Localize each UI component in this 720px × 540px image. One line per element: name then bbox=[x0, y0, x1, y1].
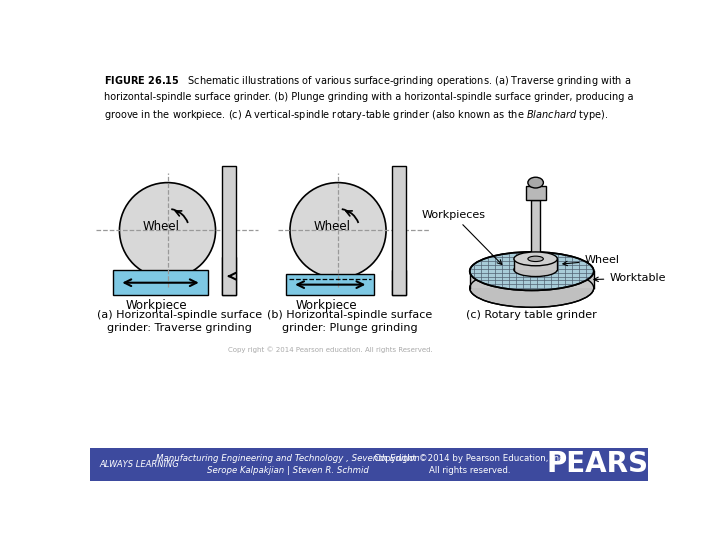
FancyBboxPatch shape bbox=[469, 271, 594, 288]
FancyBboxPatch shape bbox=[514, 259, 557, 269]
Ellipse shape bbox=[514, 252, 557, 266]
Text: Wheel: Wheel bbox=[313, 220, 351, 233]
FancyBboxPatch shape bbox=[526, 186, 546, 200]
FancyBboxPatch shape bbox=[531, 200, 540, 259]
Text: Worktable: Worktable bbox=[594, 273, 666, 283]
FancyBboxPatch shape bbox=[392, 271, 406, 295]
Ellipse shape bbox=[120, 183, 215, 278]
Text: (b) Horizontal-spindle surface
grinder: Plunge grinding: (b) Horizontal-spindle surface grinder: … bbox=[267, 309, 432, 333]
Ellipse shape bbox=[469, 252, 594, 291]
FancyBboxPatch shape bbox=[392, 166, 406, 295]
Ellipse shape bbox=[528, 256, 544, 261]
Ellipse shape bbox=[528, 177, 544, 188]
Text: Copyright ©2014 by Pearson Education, Inc.
All rights reserved.: Copyright ©2014 by Pearson Education, In… bbox=[374, 454, 566, 475]
Text: Manufacturing Engineering and Technology , Seventh Edition
Serope Kalpakjian | S: Manufacturing Engineering and Technology… bbox=[156, 454, 420, 475]
Ellipse shape bbox=[469, 269, 594, 307]
Text: Copy right © 2014 Pearson education. All rights Reserved.: Copy right © 2014 Pearson education. All… bbox=[228, 346, 433, 353]
FancyBboxPatch shape bbox=[222, 257, 235, 295]
Text: Workpiece: Workpiece bbox=[296, 299, 357, 312]
Text: PEARSON: PEARSON bbox=[546, 450, 696, 478]
Text: ALWAYS LEARNING: ALWAYS LEARNING bbox=[99, 460, 179, 469]
Ellipse shape bbox=[290, 183, 386, 278]
Text: Workpieces: Workpieces bbox=[421, 210, 502, 265]
FancyBboxPatch shape bbox=[90, 448, 648, 481]
Text: $\mathbf{FIGURE\ 26.15}$   Schematic illustrations of various surface-grinding o: $\mathbf{FIGURE\ 26.15}$ Schematic illus… bbox=[104, 74, 634, 122]
Text: (a) Horizontal-spindle surface
grinder: Traverse grinding: (a) Horizontal-spindle surface grinder: … bbox=[96, 309, 261, 333]
Text: Workpiece: Workpiece bbox=[126, 299, 187, 312]
FancyBboxPatch shape bbox=[113, 271, 208, 295]
Ellipse shape bbox=[514, 262, 557, 276]
FancyBboxPatch shape bbox=[286, 274, 374, 295]
Text: (c) Rotary table grinder: (c) Rotary table grinder bbox=[467, 309, 597, 320]
FancyBboxPatch shape bbox=[222, 166, 235, 295]
Text: Wheel: Wheel bbox=[563, 255, 619, 266]
Text: Wheel: Wheel bbox=[143, 220, 180, 233]
